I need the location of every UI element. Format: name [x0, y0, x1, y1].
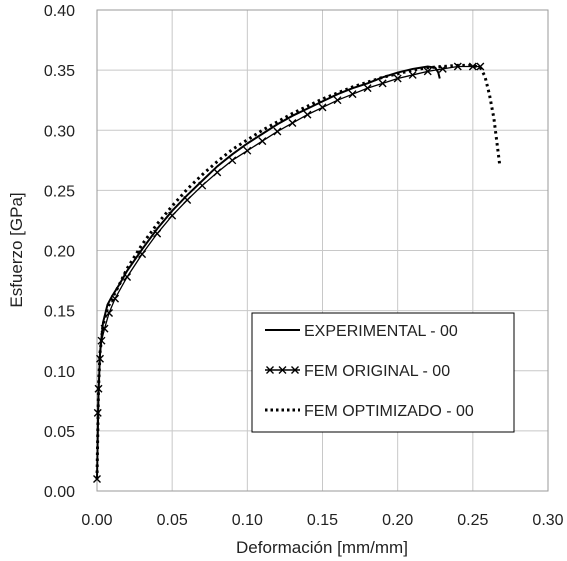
- data-point-fem-original: [111, 294, 120, 303]
- series-2: [95, 63, 502, 480]
- legend-cross-marker: [278, 366, 287, 374]
- x-axis-title: Deformación [mm/mm]: [236, 538, 408, 557]
- data-point-fem-original: [258, 137, 267, 146]
- legend-cross-marker: [291, 366, 299, 374]
- x-tick-label: 0.00: [81, 512, 112, 529]
- data-point-fem-original: [183, 196, 192, 204]
- data-point-fem-original: [318, 103, 327, 112]
- data-point-fem-original: [153, 229, 162, 238]
- legend: EXPERIMENTAL - 00 FEM ORIGINAL - 00 FEM …: [251, 312, 515, 433]
- grid-lines: [96, 9, 549, 492]
- data-point-fem-original: [228, 156, 237, 165]
- y-tick-label: 0.05: [44, 424, 75, 441]
- x-tick-labels: 0.00 0.05 0.10 0.15 0.20 0.25 0.30: [81, 512, 563, 529]
- data-point-fem-original: [423, 67, 432, 76]
- y-tick-label: 0.00: [44, 484, 75, 501]
- x-tick-label: 0.15: [307, 512, 338, 529]
- data-point-fem-original: [243, 146, 252, 155]
- y-tick-label: 0.40: [44, 3, 75, 20]
- y-tick-label: 0.10: [44, 364, 75, 381]
- y-tick-label: 0.30: [44, 123, 75, 140]
- x-tick-label: 0.25: [457, 512, 488, 529]
- y-tick-labels: 0.00 0.05 0.10 0.15 0.20 0.25 0.30 0.35 0.40: [44, 3, 75, 501]
- x-tick-label: 0.20: [382, 512, 413, 529]
- data-point-fem-original: [138, 250, 147, 259]
- data-point-fem-original: [123, 272, 132, 281]
- series-1: [93, 62, 485, 483]
- data-point-fem-original: [333, 96, 342, 105]
- legend-key-fem-original-markers: [266, 366, 299, 374]
- y-tick-label: 0.15: [44, 304, 75, 321]
- data-point-fem-original: [288, 119, 297, 128]
- data-point-fem-original: [393, 74, 402, 83]
- data-point-fem-original: [303, 110, 312, 119]
- data-point-fem-original: [198, 181, 207, 190]
- y-tick-label: 0.20: [44, 244, 75, 261]
- data-point-fem-original: [408, 70, 417, 79]
- data-point-fem-original: [100, 324, 109, 333]
- data-point-fem-original: [213, 168, 222, 177]
- legend-label-experimental: EXPERIMENTAL - 00: [304, 323, 458, 340]
- data-point-fem-original: [273, 127, 282, 136]
- data-point-fem-original: [348, 90, 357, 99]
- data-point-fem-original: [363, 84, 372, 93]
- legend-cross-marker: [266, 366, 274, 374]
- y-axis-title: Esfuerzo [GPa]: [7, 192, 26, 307]
- data-point-fem-original: [378, 79, 387, 88]
- legend-label-fem-original: FEM ORIGINAL - 00: [304, 363, 450, 380]
- legend-box: [251, 312, 515, 433]
- x-tick-label: 0.10: [232, 512, 263, 529]
- y-tick-label: 0.35: [44, 63, 75, 80]
- series-layer: [93, 62, 502, 483]
- y-tick-label: 0.25: [44, 183, 75, 200]
- data-point-fem-original: [168, 211, 177, 220]
- x-tick-label: 0.05: [157, 512, 188, 529]
- legend-label-fem-optimizado: FEM OPTIMIZADO - 00: [304, 403, 474, 420]
- plot-area: [96, 9, 549, 492]
- x-tick-label: 0.30: [532, 512, 563, 529]
- series-line-fem-optimizado: [95, 63, 502, 480]
